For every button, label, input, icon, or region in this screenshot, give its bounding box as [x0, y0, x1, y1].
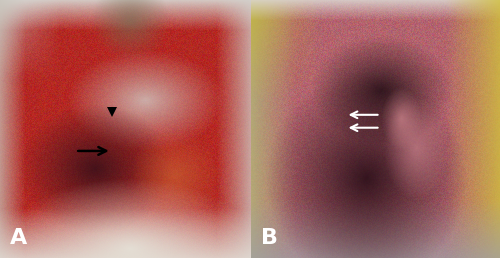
- Text: A: A: [10, 228, 28, 248]
- Text: B: B: [261, 228, 278, 248]
